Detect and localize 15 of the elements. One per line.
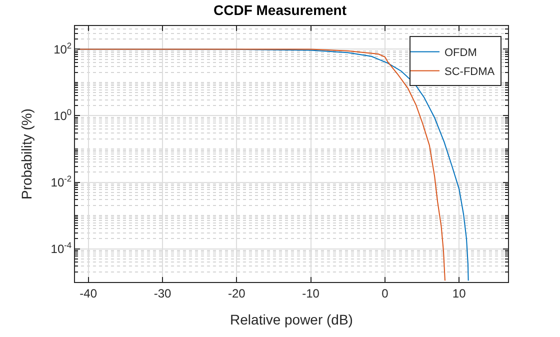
y-tick-label: 10$^{-2}$ (50, 173, 72, 190)
y-tick-label: 10$^{0}$ (54, 106, 72, 123)
x-tick-label: -10 (302, 286, 320, 300)
y-tick-label: 10$^{2}$ (54, 40, 72, 56)
x-tick-label: 10 (452, 286, 466, 300)
y-axis-title: Probability (%) (18, 108, 34, 200)
x-tick-label: -30 (154, 286, 172, 300)
x-axis-title: Relative power (dB) (230, 312, 353, 328)
legend-label: OFDM (444, 47, 477, 60)
legend-label: SC-FDMA (444, 66, 496, 78)
x-tick-label: -20 (228, 286, 246, 300)
y-tick-label: 10$^{-4}$ (50, 240, 72, 256)
x-tick-label: 0 (382, 286, 389, 300)
chart-title: CCDF Measurement (213, 2, 347, 18)
x-tick-label: -40 (80, 286, 98, 300)
